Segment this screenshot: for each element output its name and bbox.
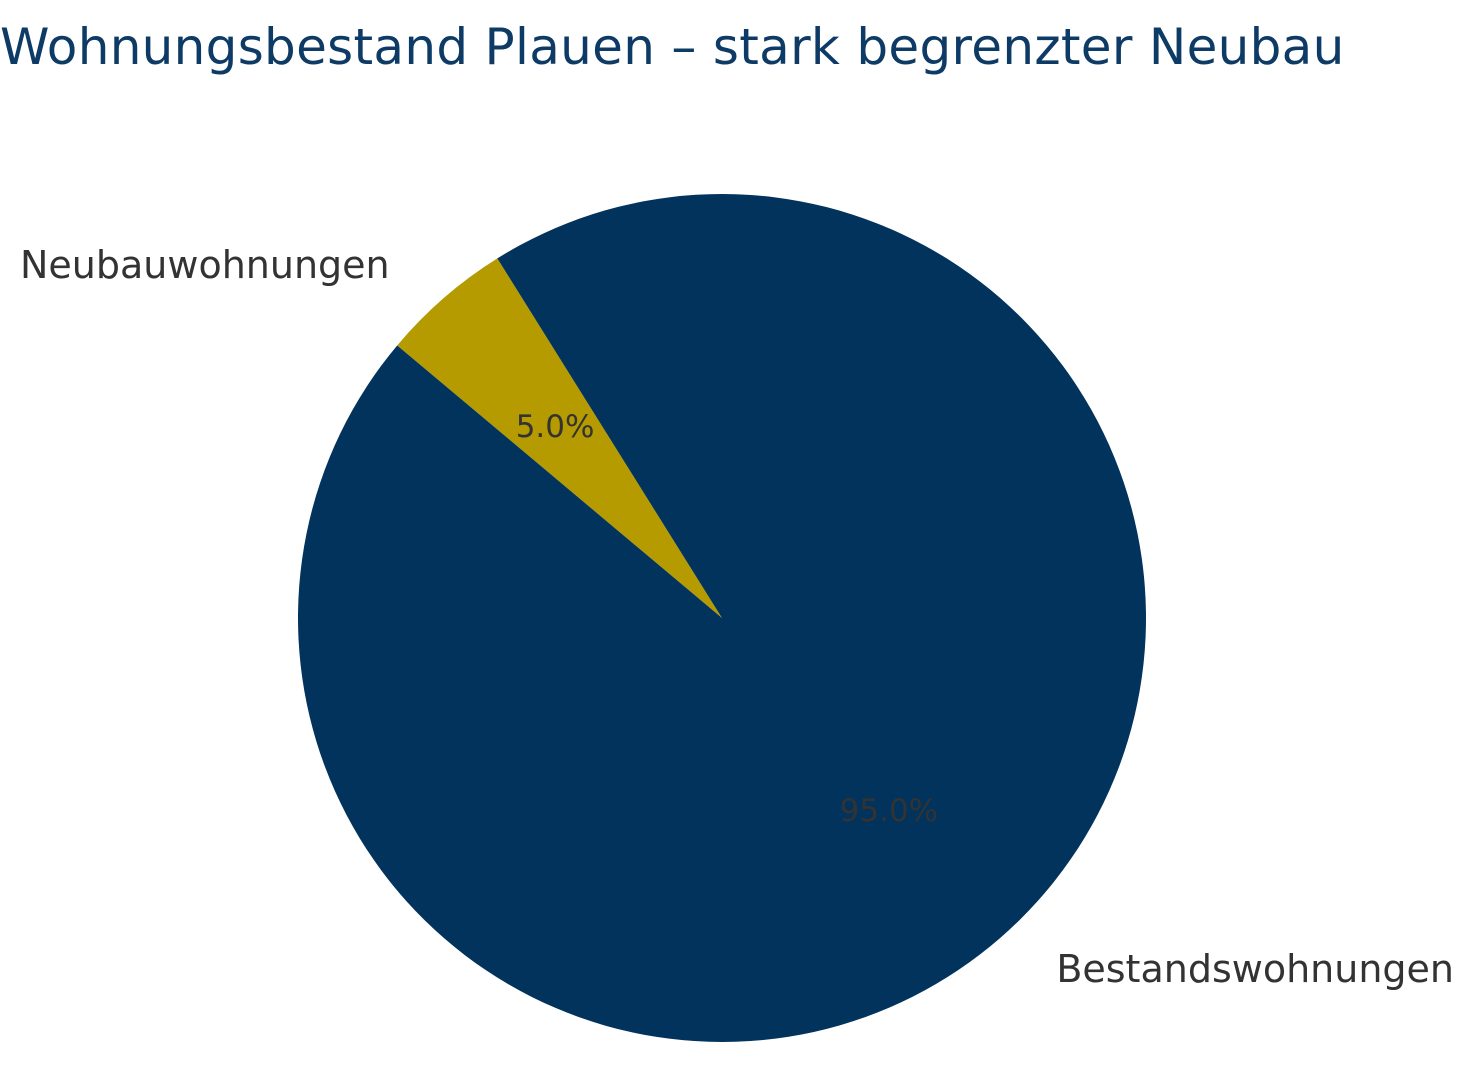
pie-slice-bestandswohnungen: [298, 194, 1146, 1043]
pct-label: 5.0%: [516, 409, 595, 445]
pie-slice-neubauwohnungen: [397, 258, 722, 618]
category-label: Neubauwohnungen: [20, 243, 390, 287]
chart-title: Wohnungsbestand Plauen – stark begrenzte…: [0, 18, 1345, 76]
category-label: Bestandswohnungen: [1056, 947, 1454, 991]
pct-label: 95.0%: [840, 793, 938, 829]
